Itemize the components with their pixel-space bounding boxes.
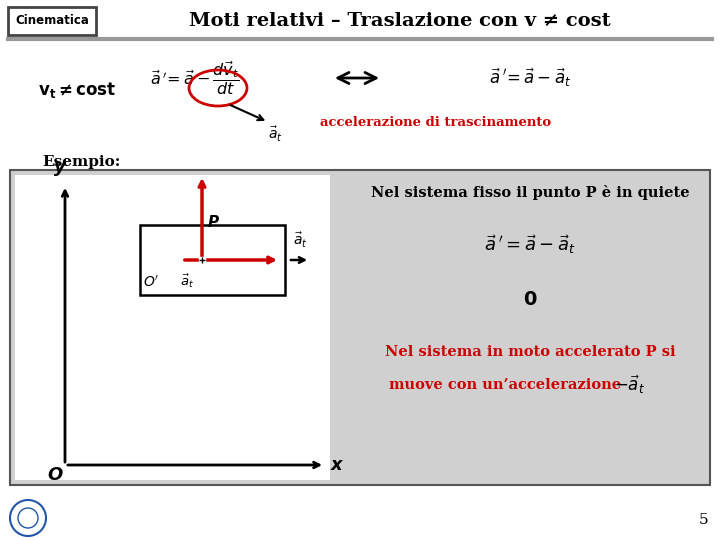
Text: Nel sistema fisso il punto P è in quiete: Nel sistema fisso il punto P è in quiete	[371, 185, 689, 199]
Bar	[10, 170, 710, 485]
Text: accelerazione di trascinamento: accelerazione di trascinamento	[320, 116, 551, 129]
Text: Nel sistema in moto accelerato P si: Nel sistema in moto accelerato P si	[384, 345, 675, 359]
Text: $\boldsymbol{O}$: $\boldsymbol{O}$	[47, 466, 63, 484]
Text: 5: 5	[699, 513, 708, 527]
Text: $\vec{a}\,' = \vec{a} - \vec{a}_t$: $\vec{a}\,' = \vec{a} - \vec{a}_t$	[484, 234, 576, 256]
Text: $\vec{a}_t$: $\vec{a}_t$	[293, 231, 307, 250]
Text: $-\vec{a}_t$: $-\vec{a}_t$	[614, 374, 646, 396]
Text: Cinematica: Cinematica	[15, 15, 89, 28]
Text: $\mathbf{v_t \neq cost}$: $\mathbf{v_t \neq cost}$	[38, 80, 116, 100]
Text: muove con un’accelerazione: muove con un’accelerazione	[389, 378, 621, 392]
Text: $\boldsymbol{x}$: $\boldsymbol{x}$	[330, 456, 345, 474]
Bar	[15, 175, 330, 480]
Text: $\mathbf{0}$: $\mathbf{0}$	[523, 291, 537, 309]
Text: $\vec{a}\,'\!=\vec{a}-\dfrac{d\vec{v}_t}{dt}$: $\vec{a}\,'\!=\vec{a}-\dfrac{d\vec{v}_t}…	[150, 59, 240, 97]
Text: $\vec{a}\,'\!=\vec{a}-\vec{a}_t$: $\vec{a}\,'\!=\vec{a}-\vec{a}_t$	[489, 67, 571, 89]
Text: Moti relativi – Traslazione con v ≠ cost: Moti relativi – Traslazione con v ≠ cost	[189, 12, 611, 30]
Text: Esempio:: Esempio:	[42, 155, 120, 169]
Bar	[8, 7, 96, 35]
Bar	[140, 225, 285, 295]
Text: $\vec{a}_t$: $\vec{a}_t$	[180, 273, 194, 290]
Text: $\boldsymbol{P}$: $\boldsymbol{P}$	[207, 214, 220, 230]
Text: $\boldsymbol{y}$: $\boldsymbol{y}$	[53, 160, 67, 178]
Text: $\boldsymbol{O'}$: $\boldsymbol{O'}$	[143, 275, 159, 290]
Text: $\vec{a}_t$: $\vec{a}_t$	[268, 125, 283, 144]
